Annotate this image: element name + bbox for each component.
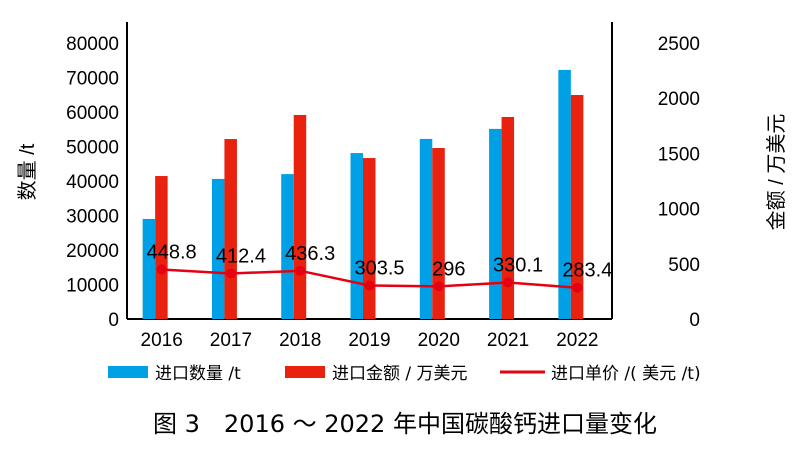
axes: 0100002000030000400005000060000700008000… [66, 22, 700, 351]
y-tick-label: 40000 [66, 172, 119, 193]
price-marker [364, 280, 375, 291]
bar-quantity [281, 174, 294, 319]
legend-label-amount: 进口金额 / 万美元 [332, 364, 468, 384]
price-data-label: 283.4 [562, 260, 612, 282]
y-tick-label: 50000 [66, 138, 119, 159]
price-data-label: 296 [432, 258, 465, 280]
bars [142, 69, 584, 319]
y-tick-label: 30000 [66, 207, 119, 228]
bar-amount [363, 158, 376, 319]
bar-quantity [350, 153, 363, 319]
bar-quantity [142, 218, 156, 319]
legend-swatch-quantity [108, 366, 148, 378]
y-axis-label: 数量 /t [16, 143, 39, 200]
price-marker [156, 264, 167, 275]
price-data-label: 448.8 [147, 241, 197, 263]
chart-title: 图 3 2016 ～ 2022 年中国碳酸钙进口量变化 [153, 410, 657, 438]
bar-quantity [211, 178, 225, 319]
bar-amount [155, 176, 168, 319]
price-line: 448.8 412.4 436.3 303.5 296 330.1 283.4 [147, 241, 612, 293]
y-tick-label: 0 [108, 310, 119, 331]
price-marker [503, 277, 514, 288]
price-data-label: 330.1 [493, 255, 543, 277]
bar-amount [293, 114, 307, 319]
x-tick-label: 2016 [141, 330, 183, 351]
y-tick-label: 80000 [66, 34, 119, 55]
price-data-label: 436.3 [285, 243, 335, 265]
price-marker [225, 268, 236, 279]
bar-amount [501, 116, 515, 319]
y2-axis-label: 金额 / 万美元 [765, 114, 788, 231]
price-marker [572, 282, 583, 293]
y-tick-label: 20000 [66, 241, 119, 262]
price-marker [295, 265, 306, 276]
y2-tick-label: 500 [668, 255, 700, 276]
y2-tick-label: 1000 [658, 200, 700, 221]
bar-amount [570, 94, 584, 319]
legend-swatch-amount [285, 366, 325, 378]
price-data-label: 412.4 [216, 245, 266, 267]
y2-tick-label: 0 [689, 310, 700, 331]
x-tick-label: 2017 [210, 330, 252, 351]
y2-tick-label: 2500 [658, 34, 700, 55]
legend-label-price: 进口单价 /( 美元 /t) [551, 364, 701, 384]
x-tick-label: 2019 [348, 330, 390, 351]
bar-amount [432, 147, 445, 319]
price-data-label: 303.5 [354, 257, 404, 279]
x-tick-label: 2021 [487, 330, 529, 351]
legend-label-quantity: 进口数量 /t [155, 364, 241, 384]
x-tick-label: 2022 [556, 330, 598, 351]
bar-quantity [558, 69, 571, 319]
x-tick-label: 2020 [418, 330, 460, 351]
legend: 进口数量 /t 进口金额 / 万美元 进口单价 /( 美元 /t) [108, 364, 701, 384]
y-tick-label: 10000 [66, 276, 119, 297]
x-tick-label: 2018 [279, 330, 321, 351]
bar-quantity [489, 128, 502, 319]
y2-tick-label: 2000 [658, 89, 700, 110]
y2-tick-label: 1500 [658, 144, 700, 165]
price-marker [433, 281, 444, 292]
bar-amount [224, 139, 237, 319]
y-tick-label: 60000 [66, 103, 119, 124]
bar-quantity [419, 138, 433, 319]
y-tick-label: 70000 [66, 69, 119, 90]
